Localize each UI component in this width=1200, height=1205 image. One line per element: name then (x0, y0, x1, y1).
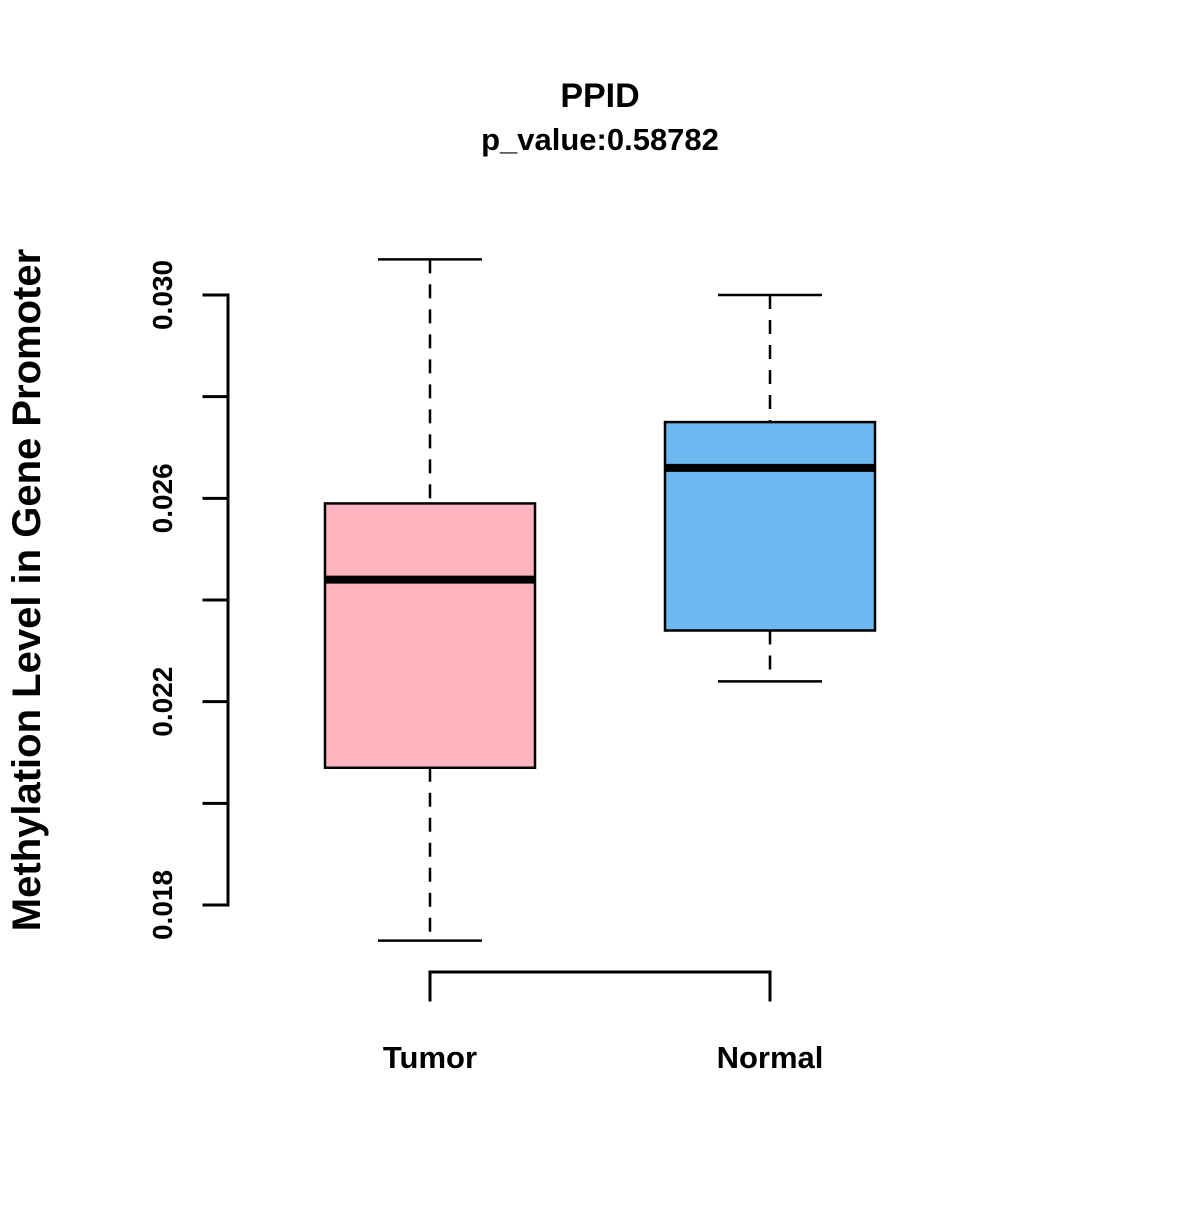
chart-subtitle: p_value:0.58782 (481, 122, 719, 157)
category-label-normal: Normal (717, 1040, 824, 1075)
x-axis: Tumor Normal (383, 970, 824, 1075)
y-tick-label: 0.026 (147, 463, 178, 533)
y-tick-label: 0.030 (147, 260, 178, 330)
chart-title: PPID (560, 77, 639, 115)
y-axis: 0.018 0.022 0.026 0.030 (147, 260, 230, 940)
category-label-tumor: Tumor (383, 1040, 477, 1075)
y-tick-label: 0.022 (147, 667, 178, 737)
tumor-box (323, 502, 537, 769)
y-axis-label: Methylation Level in Gene Promoter (5, 249, 49, 931)
normal-box (663, 420, 877, 632)
y-tick-label: 0.018 (147, 870, 178, 940)
boxplot-series (323, 258, 877, 942)
